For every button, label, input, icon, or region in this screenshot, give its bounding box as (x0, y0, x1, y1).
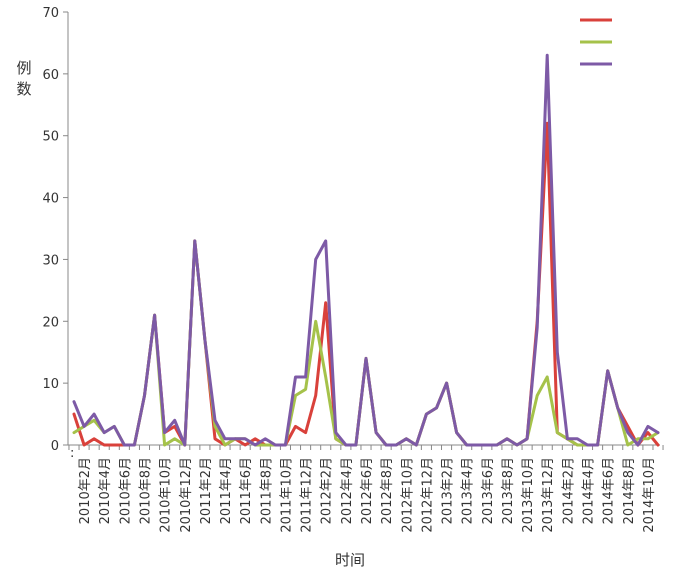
x-tick-label: 2013年8月 (501, 457, 516, 524)
y-tick-label: 50 (42, 130, 59, 145)
chart-series (72, 53, 660, 447)
series-line-3 (72, 53, 660, 447)
chart-legend (580, 18, 612, 66)
y-tick-label: 0 (51, 439, 59, 454)
x-tick-label: 2014年10月 (642, 457, 657, 533)
x-tick-label: 2010年12月 (179, 457, 194, 533)
x-tick-label: 2013年10月 (521, 457, 536, 533)
y-tick-label: 40 (42, 192, 59, 207)
x-tick-label: 2012年2月 (320, 457, 335, 524)
x-tick-label: 2010年10月 (159, 457, 174, 533)
y-tick-label: 20 (42, 315, 59, 330)
x-tick-label: 2014年8月 (622, 457, 637, 524)
x-axis-ticks: 2010年2月 2010年4月 2010年6月 2010年8月 2010年10月 2010… (68, 445, 664, 533)
y-axis-ticks: 0 10 20 30 40 50 60 70 (42, 6, 68, 454)
x-tick-label: 2011年4月 (219, 457, 234, 524)
x-tick-label: 2012年12月 (420, 457, 435, 533)
x-tick-label: 2012年8月 (380, 457, 395, 524)
y-tick-label: 70 (42, 6, 59, 21)
x-tick-label: 2012年10月 (400, 457, 415, 533)
x-tick-label: 2010年8月 (138, 457, 153, 524)
x-tick-label: 2011年2月 (199, 457, 214, 524)
x-tick-label: 2011年12月 (300, 457, 315, 533)
corner-mark: : (70, 446, 75, 461)
y-tick-label: 30 (42, 253, 59, 268)
y-tick-label: 10 (42, 377, 59, 392)
y-axis-label: 例数 (16, 59, 32, 98)
x-tick-label: 2014年6月 (602, 457, 617, 524)
x-tick-label: 2011年8月 (259, 457, 274, 524)
x-tick-label: 2013年4月 (461, 457, 476, 524)
x-axis-label: 时间 (334, 551, 365, 569)
x-tick-label: 2012年6月 (360, 457, 375, 524)
x-tick-label: 2013年12月 (541, 457, 556, 533)
x-tick-label: 2014年4月 (582, 457, 597, 524)
x-tick-label: 2010年2月 (78, 457, 93, 524)
x-tick-label: 2013年2月 (441, 457, 456, 524)
x-tick-label: 2011年6月 (239, 457, 254, 524)
x-tick-label: 2010年4月 (98, 457, 113, 524)
x-tick-label: 2011年10月 (279, 457, 294, 533)
x-tick-label: 2010年6月 (118, 457, 133, 524)
x-tick-label: 2012年4月 (340, 457, 355, 524)
x-tick-label: 2014年2月 (561, 457, 576, 524)
y-tick-label: 60 (42, 68, 59, 83)
x-tick-label: 2013年6月 (481, 457, 496, 524)
